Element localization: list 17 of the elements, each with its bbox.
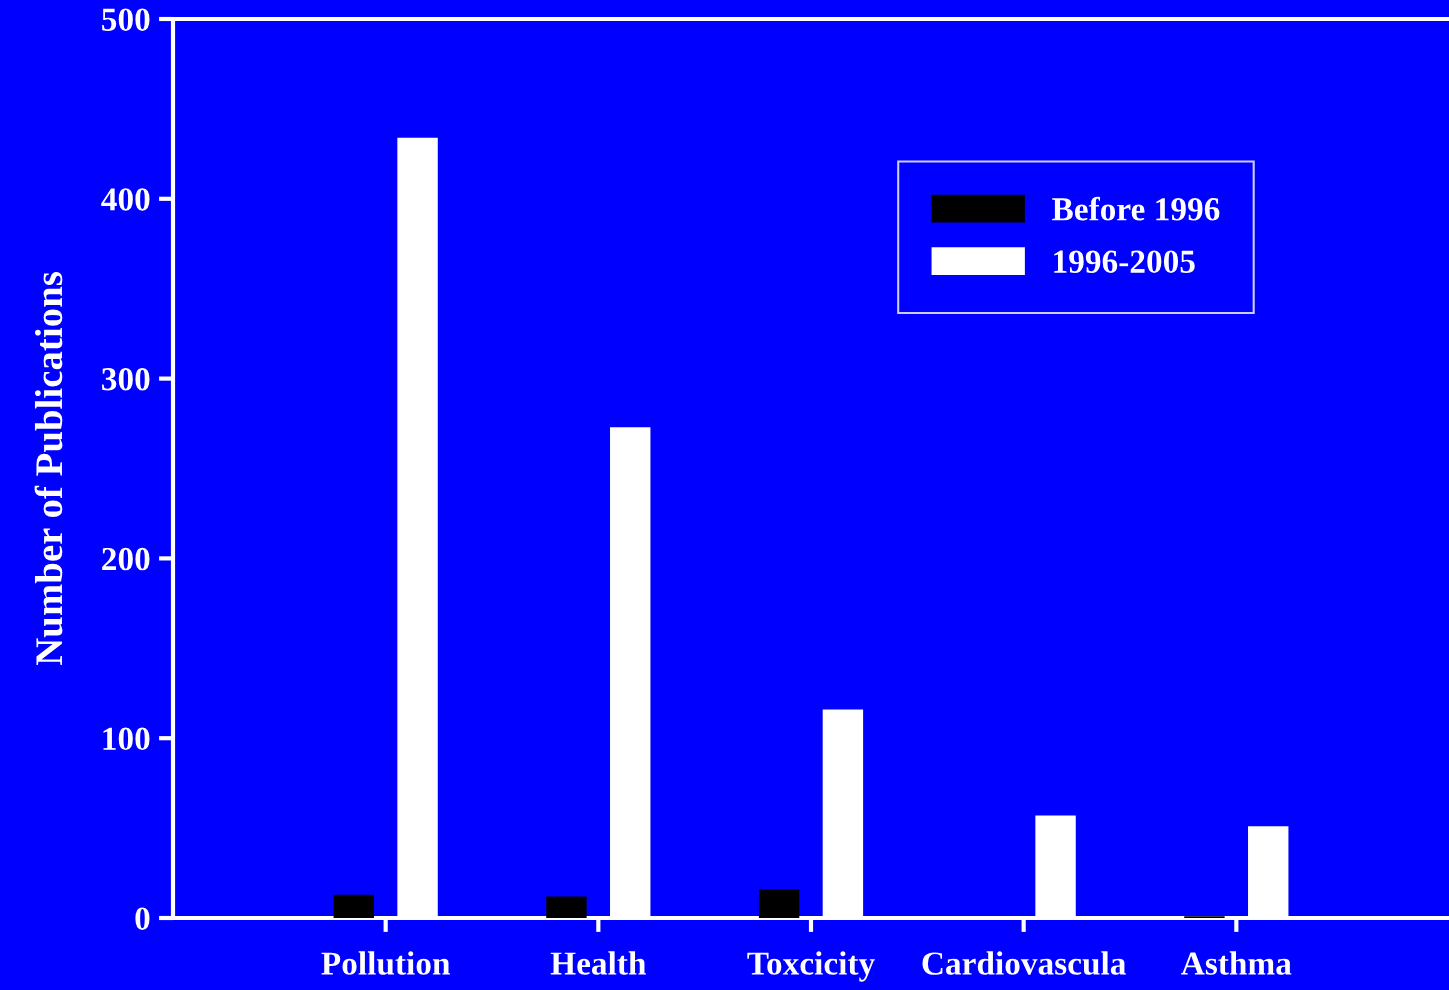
y-tick-label: 400	[101, 188, 150, 211]
x-tick-label: Pollution	[321, 951, 450, 975]
legend-label: 1996-2005	[1054, 250, 1195, 273]
bar	[546, 896, 587, 918]
x-tick-label: Health	[550, 951, 646, 975]
legend-label: Before 1996	[1052, 196, 1220, 221]
y-tick-label: 300	[102, 368, 150, 391]
y-tick-label: 100	[103, 727, 150, 751]
x-tick-label: Asthma	[1181, 951, 1292, 975]
y-tick-label: 200	[102, 547, 150, 571]
y-tick-label: 500	[102, 8, 150, 31]
x-tick-label: Toxcicity	[747, 951, 875, 982]
y-tick-label: 0	[135, 907, 150, 930]
y-axis-title: Number of Publications	[34, 272, 63, 666]
bar	[758, 889, 800, 918]
bar	[333, 894, 374, 918]
x-tick-label: Cardiovascula	[922, 951, 1126, 975]
